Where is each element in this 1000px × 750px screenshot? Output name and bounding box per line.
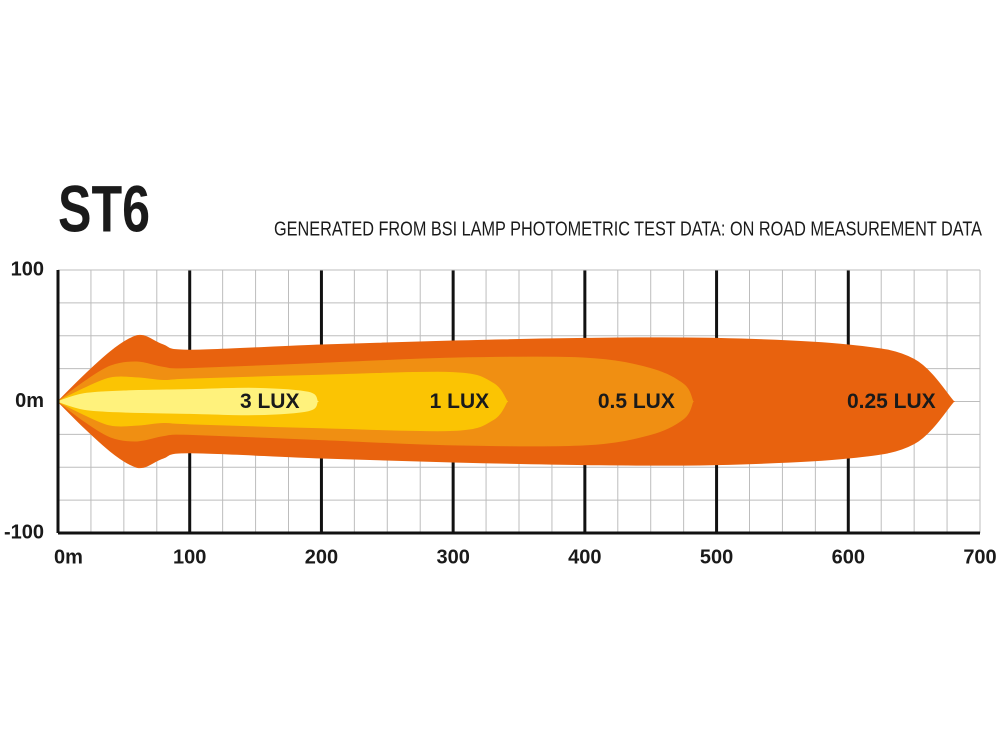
contour-label: 3 LUX (240, 390, 300, 413)
chart-title: ST6 (58, 171, 150, 245)
axes: -100 0m 100 0m 100 200 300 400 500 600 700 (4, 258, 997, 568)
x-tick-label: 600 (832, 546, 865, 568)
beam-contour-lower (57, 401, 319, 416)
x-tick-label: 400 (568, 546, 601, 568)
y-tick-label: -100 (4, 521, 44, 543)
x-tick-label: 300 (436, 546, 469, 568)
beams: 0.25 LUX 0.5 LUX 1 LUX 3 LUX (56, 334, 955, 469)
contour-label: 0.25 LUX (847, 390, 936, 413)
chart-subtitle: GENERATED FROM BSI LAMP PHOTOMETRIC TEST… (274, 218, 983, 240)
x-tick-label: 500 (700, 546, 733, 568)
x-tick-label: 200 (305, 546, 338, 568)
contour-label: 1 LUX (430, 390, 490, 413)
beam-contour-upper (57, 387, 319, 402)
x-tick-label: 0m (54, 546, 83, 568)
contour-label: 0.5 LUX (598, 390, 675, 413)
y-tick-label: 100 (11, 258, 44, 280)
y-tick-label: 0m (15, 390, 44, 412)
x-tick-label: 100 (173, 546, 206, 568)
x-tick-label: 700 (963, 546, 996, 568)
